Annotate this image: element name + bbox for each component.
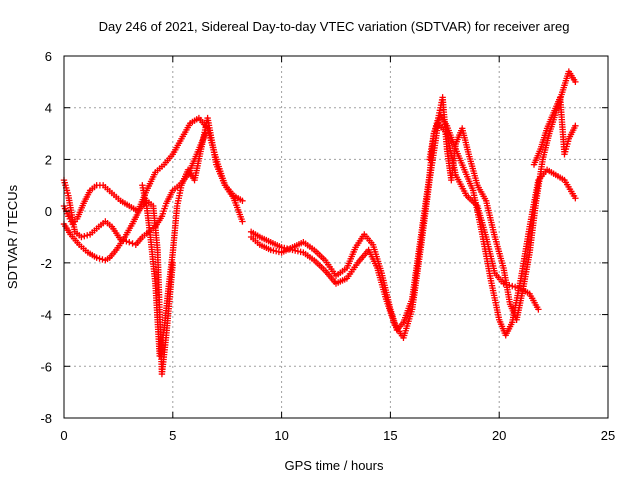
- y-tick-label: 2: [45, 152, 52, 167]
- data-point: [81, 232, 88, 240]
- y-tick-label: 4: [45, 101, 52, 116]
- data-points: [60, 68, 579, 378]
- series-satellite-track-h: [530, 94, 579, 168]
- x-axis-label: GPS time / hours: [285, 458, 384, 473]
- data-point: [509, 282, 516, 290]
- data-point: [84, 232, 91, 239]
- data-point: [78, 233, 85, 241]
- y-tick-label: -4: [40, 308, 52, 323]
- x-tick-label: 20: [492, 428, 506, 443]
- data-point: [572, 122, 579, 130]
- data-point: [511, 283, 519, 291]
- data-point: [239, 218, 246, 225]
- data-point: [239, 197, 246, 204]
- axes: 0 5 10 15 20 25 -8 -6 -4 -2 0 2 4 6: [40, 49, 615, 443]
- chart-title: Day 246 of 2021, Sidereal Day-to-day VTE…: [99, 19, 570, 34]
- data-point: [572, 195, 579, 202]
- y-axis-label: SDTVAR / TECUs: [5, 184, 20, 289]
- data-point: [535, 306, 542, 313]
- data-point: [96, 255, 103, 262]
- y-tick-label: -6: [40, 359, 52, 374]
- series-satellite-track-g: [426, 68, 579, 323]
- x-tick-label: 15: [383, 428, 397, 443]
- plot-frame: [63, 55, 609, 419]
- x-tick-label: 0: [60, 428, 67, 443]
- series-satellite-track-d: [139, 114, 246, 360]
- x-tick-label: 25: [601, 428, 615, 443]
- data-point: [572, 78, 579, 86]
- x-tick-label: 5: [169, 428, 176, 443]
- x-tick-label: 10: [274, 428, 288, 443]
- data-point: [93, 254, 100, 261]
- data-point: [126, 238, 133, 246]
- y-tick-label: -8: [40, 411, 52, 426]
- y-tick-label: -2: [40, 256, 52, 271]
- series-satellite-track-f: [247, 112, 579, 339]
- y-tick-label: 6: [45, 49, 52, 64]
- y-tick-label: 0: [45, 204, 52, 219]
